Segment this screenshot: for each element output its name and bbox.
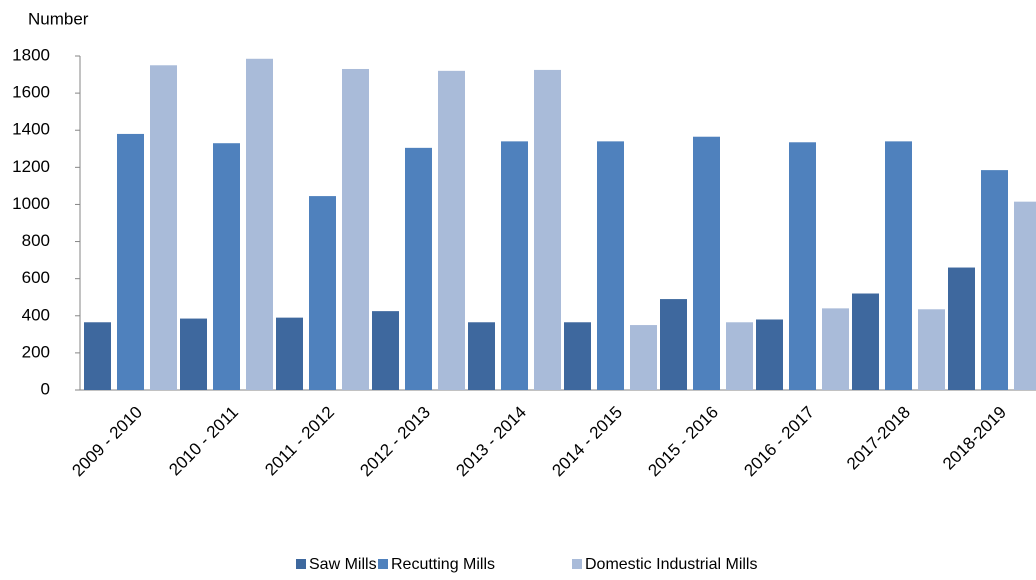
x-tick-label: 2014 - 2015 bbox=[548, 403, 626, 481]
bar bbox=[726, 322, 753, 390]
y-tick-label: 1600 bbox=[12, 83, 50, 102]
bar bbox=[405, 147, 432, 390]
bar bbox=[981, 170, 1008, 390]
x-tick-label: 2009 - 2010 bbox=[68, 403, 146, 481]
bar bbox=[597, 141, 624, 390]
bar bbox=[150, 65, 177, 391]
bar bbox=[852, 293, 879, 390]
bar bbox=[276, 317, 303, 390]
y-tick-label: 600 bbox=[22, 268, 50, 287]
bar bbox=[1014, 201, 1036, 390]
bar bbox=[948, 267, 975, 390]
legend-label: Recutting Mills bbox=[391, 556, 495, 573]
x-tick-label: 2016 - 2017 bbox=[740, 403, 818, 481]
bar bbox=[756, 319, 783, 390]
bar bbox=[180, 318, 207, 390]
bar bbox=[117, 133, 144, 390]
bar bbox=[342, 68, 369, 390]
legend-swatch bbox=[378, 559, 388, 569]
y-tick-label: 800 bbox=[22, 231, 50, 250]
y-tick-label: 1200 bbox=[12, 157, 50, 176]
bar bbox=[918, 309, 945, 390]
legend-label: Domestic Industrial Mills bbox=[585, 556, 757, 573]
bar bbox=[246, 58, 273, 391]
y-axis-label: Number bbox=[28, 9, 89, 28]
bar bbox=[693, 136, 720, 390]
legend: Saw Mills Recutting Mills Domestic Industr… bbox=[296, 556, 757, 573]
y-tick-label: 1400 bbox=[12, 120, 50, 139]
legend-swatch bbox=[296, 559, 306, 569]
bar bbox=[468, 322, 495, 390]
x-tick-label: 2017-2018 bbox=[843, 403, 914, 474]
x-tick-label: 2011 - 2012 bbox=[261, 403, 338, 480]
bar bbox=[822, 308, 849, 390]
y-tick-label: 0 bbox=[41, 379, 50, 398]
bar bbox=[534, 69, 561, 391]
x-tick-label: 2015 - 2016 bbox=[644, 403, 722, 481]
y-tick-label: 1000 bbox=[12, 194, 50, 213]
legend-swatch bbox=[572, 559, 582, 569]
bar bbox=[630, 325, 657, 390]
bar bbox=[438, 70, 465, 390]
bar bbox=[660, 299, 687, 390]
bar bbox=[309, 196, 336, 390]
x-tick-label: 2018-2019 bbox=[939, 403, 1010, 474]
bar bbox=[501, 141, 528, 390]
x-tick-label: 2013 - 2014 bbox=[452, 403, 530, 481]
x-tick-label: 2010 - 2011 bbox=[165, 403, 242, 480]
bar bbox=[84, 322, 111, 390]
x-tick-label: 2012 - 2013 bbox=[356, 403, 434, 481]
bar bbox=[789, 142, 816, 390]
y-tick-label: 1800 bbox=[12, 45, 50, 64]
legend-label: Saw Mills bbox=[309, 556, 377, 573]
bar bbox=[885, 141, 912, 390]
bar bbox=[564, 322, 591, 390]
y-tick-label: 400 bbox=[22, 305, 50, 324]
bar bbox=[372, 311, 399, 390]
y-tick-label: 200 bbox=[22, 342, 50, 361]
bar bbox=[213, 143, 240, 390]
